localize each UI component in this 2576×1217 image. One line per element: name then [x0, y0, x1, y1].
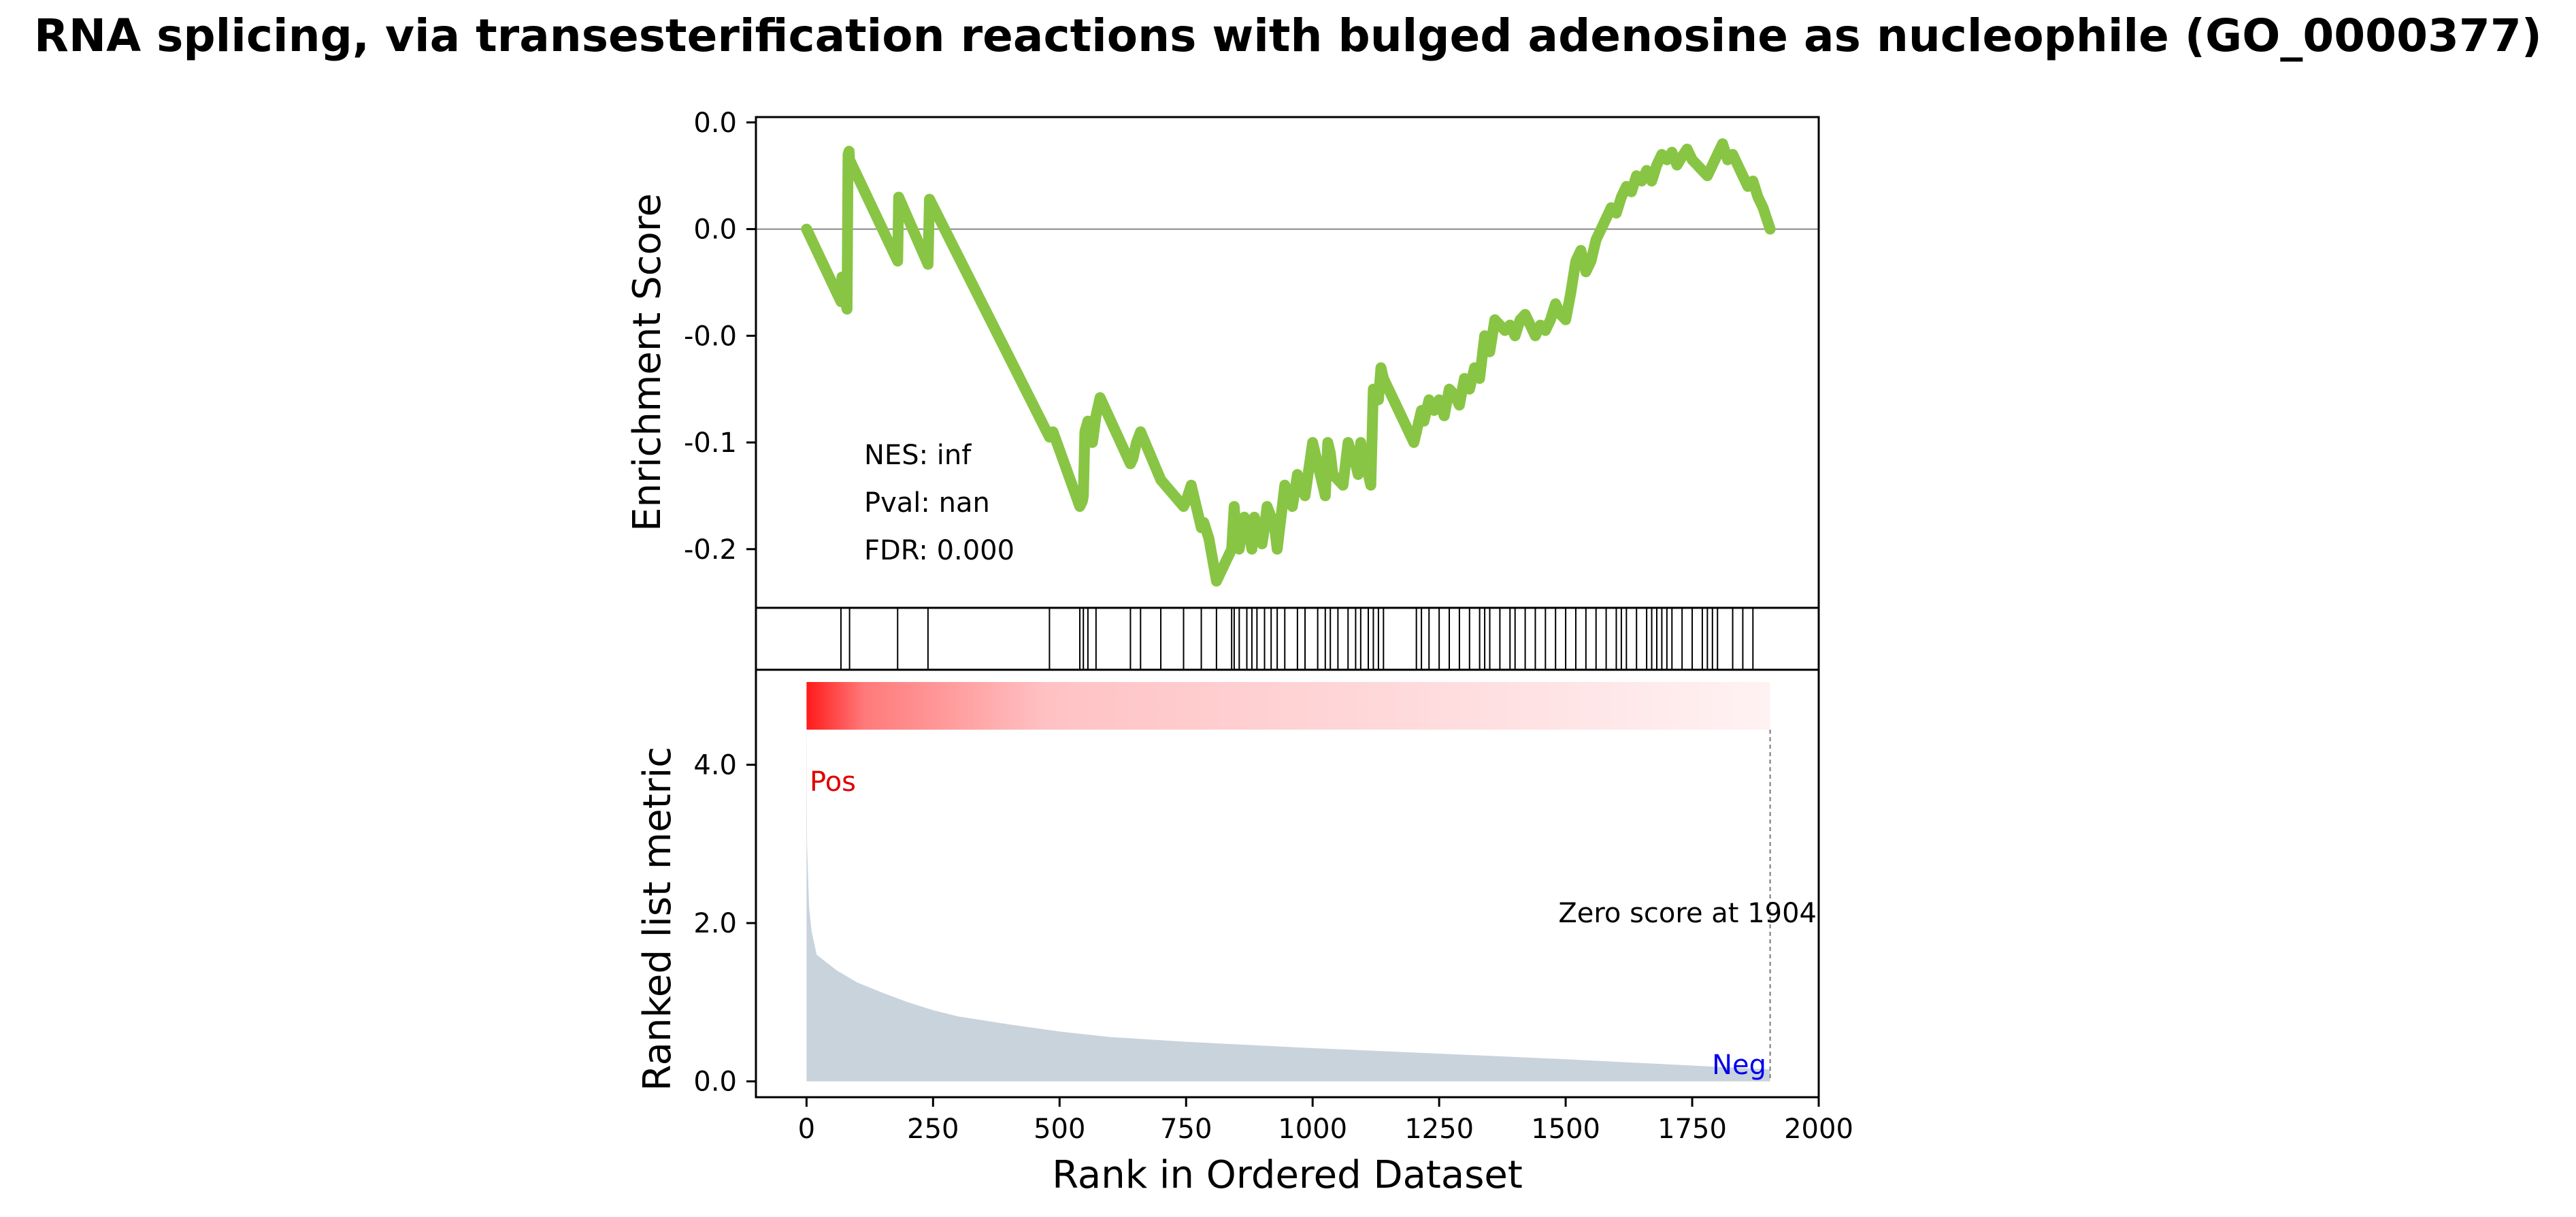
y-tick-label: -0.2 [684, 534, 737, 566]
enrichment-panel: 0.0 0.0 -0.0 -0.1 -0.2 Enrichment Score NES: i… [625, 108, 1820, 609]
hits-frame [755, 606, 1820, 671]
y-tick-label: 2.0 [693, 908, 737, 939]
chart-title: RNA splicing, via transesterification re… [34, 10, 2542, 62]
x-tick-label: 2000 [1784, 1114, 1853, 1145]
fdr-label: FDR: 0.000 [864, 535, 1014, 566]
neg-label: Neg [1712, 1050, 1766, 1081]
enrichment-y-axis-label: Enrichment Score [625, 193, 670, 532]
metric-frame [755, 668, 1820, 1099]
nes-label: NES: inf [864, 440, 972, 471]
x-tick-label: 500 [1034, 1114, 1085, 1145]
pos-label: Pos [810, 766, 856, 798]
x-tick-label: 750 [1160, 1114, 1212, 1145]
x-axis-label: Rank in Ordered Dataset [1052, 1153, 1523, 1197]
y-tick-label: -0.0 [684, 321, 737, 352]
hits-panel [755, 606, 1820, 671]
pval-label: Pval: nan [864, 487, 990, 519]
ranking-heatmap [806, 682, 1770, 730]
y-tick-label: 0.0 [693, 214, 737, 246]
x-tick-label: 250 [907, 1114, 959, 1145]
x-tick-label: 1750 [1657, 1114, 1727, 1145]
ranked-metric-area [806, 685, 1770, 1082]
zero-score-label: Zero score at 1904 [1558, 898, 1817, 929]
enrichment-score-line [801, 138, 1776, 587]
y-tick-label: 0.0 [693, 108, 737, 139]
ranked-metric-panel: 0.0 2.0 4.0 0 250 500 750 1000 1250 1500 1750 2000 P… [635, 668, 1853, 1197]
metric-y-axis-label: Ranked list metric [635, 747, 680, 1091]
x-tick-label: 1500 [1531, 1114, 1600, 1145]
enrichment-frame [755, 116, 1820, 609]
x-tick-label: 1000 [1278, 1114, 1347, 1145]
x-tick-label: 0 [798, 1114, 815, 1145]
y-tick-label: 0.0 [693, 1067, 737, 1098]
y-tick-label: -0.1 [684, 427, 737, 459]
x-tick-label: 1250 [1404, 1114, 1474, 1145]
y-tick-label: 4.0 [693, 750, 737, 781]
